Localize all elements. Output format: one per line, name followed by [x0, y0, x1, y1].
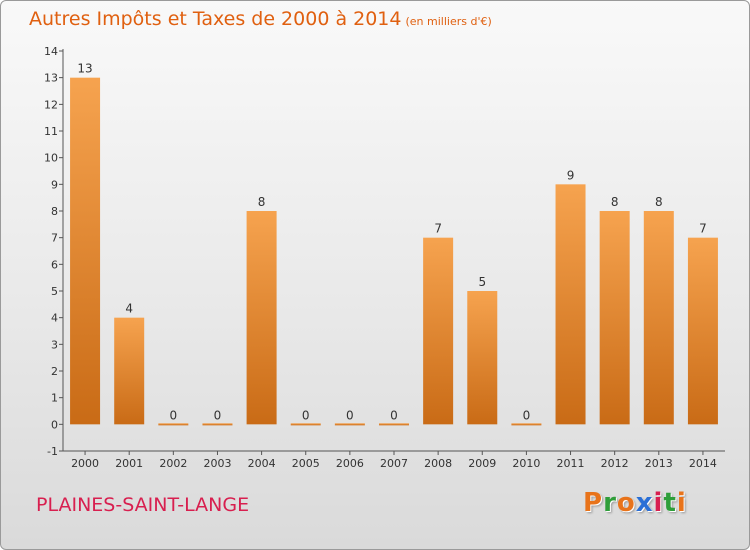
logo-letter: P	[583, 488, 604, 518]
y-tick-label: 12	[44, 98, 58, 111]
logo-letter: i	[676, 488, 687, 518]
bar-2011	[555, 184, 586, 425]
chart-title-text: Autres Impôts et Taxes de 2000 à 2014	[29, 8, 402, 30]
logo-letter: i	[653, 488, 664, 518]
y-tick-label: 2	[51, 365, 58, 378]
value-label-2014: 7	[699, 222, 707, 236]
x-tick-label-2001: 2001	[115, 457, 143, 470]
x-tick-label-2006: 2006	[336, 457, 364, 470]
value-label-2009: 5	[478, 275, 486, 289]
bar-2014	[687, 237, 718, 425]
chart-unit: (en milliers d'€)	[405, 15, 492, 28]
proxiti-logo[interactable]: Proxiti	[583, 488, 687, 518]
bar-2007	[379, 423, 409, 426]
y-tick-label: 3	[51, 338, 58, 351]
x-tick-label-2002: 2002	[159, 457, 187, 470]
logo-letter: r	[603, 488, 617, 518]
x-tick-label-2005: 2005	[292, 457, 320, 470]
x-tick-label-2008: 2008	[424, 457, 452, 470]
x-tick-label-2009: 2009	[468, 457, 496, 470]
value-label-2008: 7	[434, 222, 442, 236]
logo-letter: t	[663, 488, 677, 518]
value-label-2002: 0	[170, 408, 178, 422]
value-label-2010: 0	[523, 408, 531, 422]
logo-letter: o	[616, 488, 636, 518]
x-tick-label-2003: 2003	[203, 457, 231, 470]
y-tick-label: 14	[44, 45, 58, 58]
y-tick-label: 9	[51, 178, 58, 191]
y-tick-label: 10	[44, 152, 58, 165]
x-tick-label-2014: 2014	[689, 457, 717, 470]
y-tick-label: 13	[44, 72, 58, 85]
y-tick-label: 7	[51, 232, 58, 245]
bar-2005	[290, 423, 321, 426]
bar-2008	[423, 237, 454, 425]
y-tick-label: 6	[51, 258, 58, 271]
value-label-2013: 8	[655, 195, 663, 209]
x-tick-label-2000: 2000	[71, 457, 99, 470]
bar-2012	[599, 211, 630, 425]
value-label-2011: 9	[567, 168, 575, 182]
value-label-2012: 8	[611, 195, 619, 209]
y-tick-label: 8	[51, 205, 58, 218]
value-label-2003: 0	[214, 408, 222, 422]
y-tick-label: 0	[51, 418, 58, 431]
town-name: PLAINES-SAINT-LANGE	[36, 494, 250, 516]
bar-2004	[246, 211, 277, 425]
y-tick-label: 4	[51, 312, 58, 325]
x-tick-label-2010: 2010	[512, 457, 540, 470]
y-tick-label: 11	[44, 125, 58, 138]
y-tick-label: 5	[51, 285, 58, 298]
y-tick-label: 1	[51, 392, 58, 405]
bar-2010	[511, 423, 542, 426]
value-label-2005: 0	[302, 408, 310, 422]
bar-2002	[158, 423, 189, 426]
chart-title: Autres Impôts et Taxes de 2000 à 2014 (en…	[29, 8, 492, 30]
bar-2009	[467, 291, 498, 425]
logo-letter: x	[635, 488, 654, 518]
bar-2013	[643, 211, 674, 425]
y-tick-label: -1	[47, 445, 58, 458]
x-tick-label-2007: 2007	[380, 457, 408, 470]
x-tick-label-2011: 2011	[557, 457, 585, 470]
bar-2006	[334, 423, 365, 426]
x-tick-label-2013: 2013	[645, 457, 673, 470]
bar-2000	[70, 77, 101, 425]
value-label-2001: 4	[125, 302, 133, 316]
value-label-2007: 0	[390, 408, 398, 422]
value-label-2000: 13	[77, 62, 92, 76]
bar-2001	[114, 317, 145, 425]
x-tick-label-2004: 2004	[248, 457, 276, 470]
bar-2003	[202, 423, 233, 426]
value-label-2006: 0	[346, 408, 354, 422]
x-tick-label-2012: 2012	[601, 457, 629, 470]
value-label-2004: 8	[258, 195, 266, 209]
